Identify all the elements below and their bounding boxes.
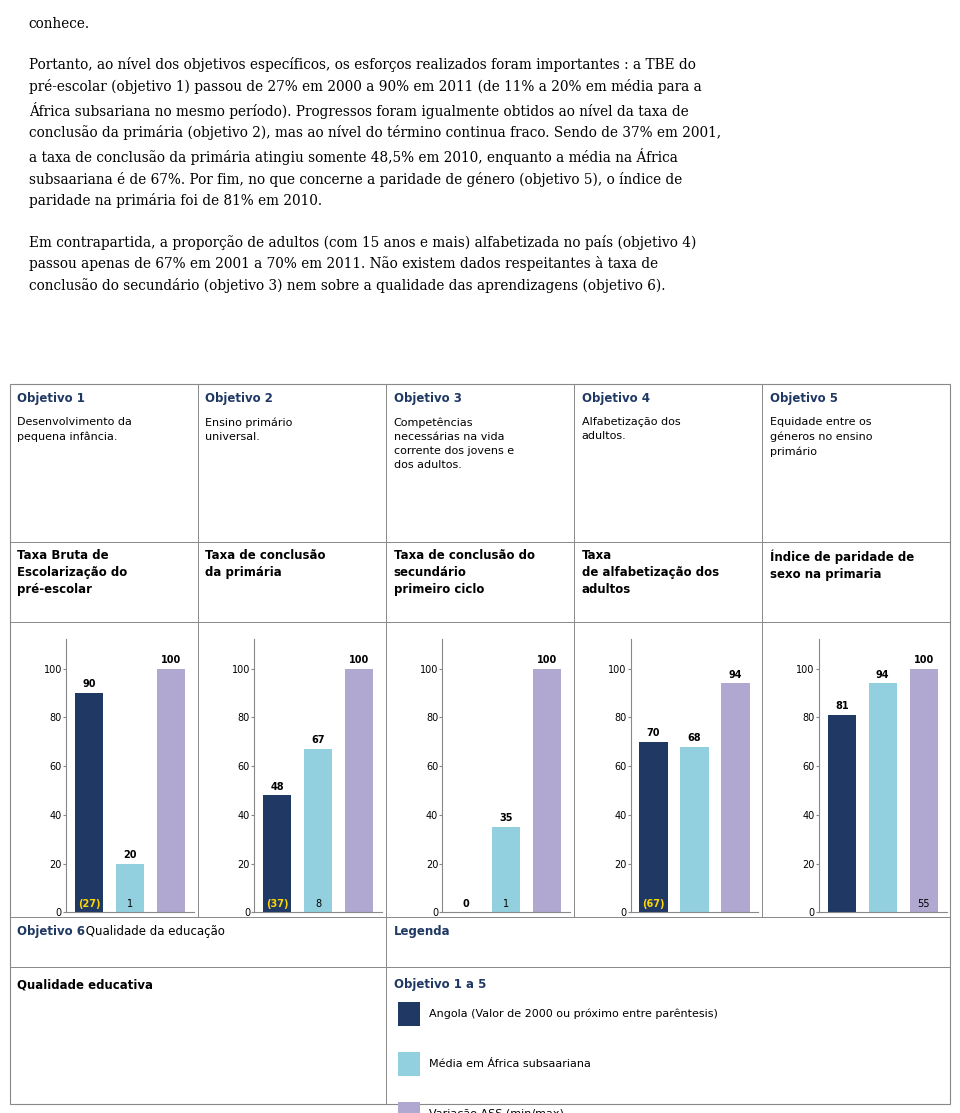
Bar bbox=[533, 669, 562, 913]
Text: Taxa de conclusão do
secundário
primeiro ciclo: Taxa de conclusão do secundário primeiro… bbox=[394, 549, 535, 597]
Text: conhece.

Portanto, ao nível dos objetivos específicos, os esforços realizados f: conhece. Portanto, ao nível dos objetivo… bbox=[29, 17, 721, 293]
Text: Objetivo 1: Objetivo 1 bbox=[17, 392, 85, 405]
Text: 100: 100 bbox=[161, 656, 181, 666]
Text: 1: 1 bbox=[503, 899, 510, 908]
Text: Taxa Bruta de
Escolarização do
pré-escolar: Taxa Bruta de Escolarização do pré-escol… bbox=[17, 549, 128, 597]
Text: 55: 55 bbox=[918, 899, 930, 908]
Text: Competências
necessárias na vida
corrente dos jovens e
dos adultos.: Competências necessárias na vida corrent… bbox=[394, 417, 514, 470]
Text: 48: 48 bbox=[271, 781, 284, 791]
Text: 94: 94 bbox=[729, 670, 742, 680]
Text: 68: 68 bbox=[687, 733, 702, 743]
Text: Objetivo 3: Objetivo 3 bbox=[394, 392, 462, 405]
Text: Alfabetização dos
adultos.: Alfabetização dos adultos. bbox=[582, 417, 681, 442]
Text: Qualidade educativa: Qualidade educativa bbox=[17, 978, 154, 992]
Bar bbox=[304, 749, 332, 913]
Text: 0: 0 bbox=[462, 899, 468, 908]
Text: Taxa
de alfabetização dos
adultos: Taxa de alfabetização dos adultos bbox=[582, 549, 719, 597]
Bar bbox=[639, 741, 667, 913]
Text: 100: 100 bbox=[538, 656, 558, 666]
Bar bbox=[116, 864, 144, 913]
Text: Objetivo 2: Objetivo 2 bbox=[205, 392, 274, 405]
Text: (67): (67) bbox=[642, 899, 665, 908]
Text: Equidade entre os
géneros no ensino
primário: Equidade entre os géneros no ensino prim… bbox=[770, 417, 873, 456]
Text: Ensino primário
universal.: Ensino primário universal. bbox=[205, 417, 293, 442]
Text: (27): (27) bbox=[78, 899, 101, 908]
Bar bbox=[828, 715, 855, 913]
Text: Qualidade da educação: Qualidade da educação bbox=[82, 925, 225, 937]
Text: 81: 81 bbox=[835, 701, 849, 711]
Text: 8: 8 bbox=[315, 899, 322, 908]
Bar bbox=[75, 693, 103, 913]
Text: Desenvolvimento da
pequena infância.: Desenvolvimento da pequena infância. bbox=[17, 417, 132, 442]
Text: Angola (Valor de 2000 ou próximo entre parêntesis): Angola (Valor de 2000 ou próximo entre p… bbox=[429, 1008, 718, 1020]
Bar bbox=[345, 669, 373, 913]
Text: Objetivo 5: Objetivo 5 bbox=[770, 392, 838, 405]
Text: 100: 100 bbox=[914, 656, 934, 666]
Text: Objetivo 1 a 5: Objetivo 1 a 5 bbox=[394, 978, 486, 992]
Bar bbox=[263, 796, 291, 913]
Bar bbox=[492, 827, 520, 913]
Text: 90: 90 bbox=[83, 679, 96, 689]
Text: Variação ASS (min/max): Variação ASS (min/max) bbox=[429, 1110, 564, 1113]
Text: 94: 94 bbox=[876, 670, 889, 680]
Bar bbox=[721, 683, 750, 913]
Bar bbox=[398, 1002, 420, 1026]
Text: Índice de paridade de
sexo na primaria: Índice de paridade de sexo na primaria bbox=[770, 549, 914, 581]
Bar bbox=[156, 669, 185, 913]
Text: Taxa de conclusão
da primária: Taxa de conclusão da primária bbox=[205, 549, 326, 579]
Bar bbox=[398, 1102, 420, 1113]
Text: 100: 100 bbox=[349, 656, 370, 666]
Text: 35: 35 bbox=[499, 814, 513, 824]
Bar bbox=[10, 384, 950, 1104]
Bar bbox=[398, 1052, 420, 1076]
Text: Objetivo 4: Objetivo 4 bbox=[582, 392, 650, 405]
Text: Legenda: Legenda bbox=[394, 925, 450, 937]
Text: Média em África subsaariana: Média em África subsaariana bbox=[429, 1060, 591, 1070]
Text: 20: 20 bbox=[123, 850, 136, 860]
Bar bbox=[681, 747, 708, 913]
Bar bbox=[869, 683, 897, 913]
Text: 67: 67 bbox=[311, 736, 324, 746]
Text: (37): (37) bbox=[266, 899, 289, 908]
Bar bbox=[909, 669, 938, 913]
Text: Objetivo 6: Objetivo 6 bbox=[17, 925, 85, 937]
Text: 70: 70 bbox=[647, 728, 660, 738]
Text: 1: 1 bbox=[127, 899, 133, 908]
